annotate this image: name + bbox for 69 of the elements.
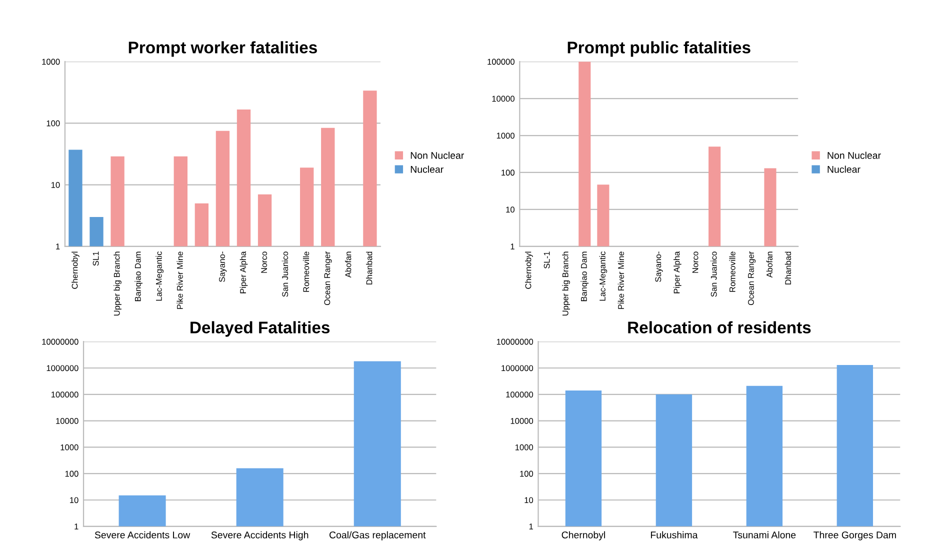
x-tick-label: Sayano- [219, 252, 227, 282]
x-tick-label: Three Gorges Dam [814, 531, 896, 540]
x-tick-label: Chernobyl [525, 252, 533, 289]
y-tick-label: 100000 [488, 58, 514, 65]
x-tick-label: Norco [261, 252, 268, 273]
y-tick-label: 100000 [506, 392, 534, 398]
chart-title: Delayed Fatalities [190, 321, 330, 337]
y-tick-label: 10 [51, 182, 60, 188]
y-tick-label: 10000 [56, 418, 78, 424]
x-tick-label: Severe Accidents Low [94, 531, 190, 538]
y-tick-label: 1000 [496, 132, 514, 139]
x-tick-label: Lac-Megantic [599, 251, 608, 301]
y-tick-label: 100 [65, 470, 78, 477]
y-tick-label: 100000 [51, 392, 78, 398]
y-tick-label: 1 [510, 244, 514, 250]
x-tick-label: Coal/Gas replacement [330, 531, 426, 540]
x-tick-label: Upper big Branch [114, 252, 122, 316]
y-tick-label: 10000 [510, 418, 534, 424]
x-tick-label: Banqiao Dam [134, 252, 142, 302]
y-tick-label: 10 [524, 497, 534, 504]
x-tick-label: Romeoville [302, 252, 310, 292]
x-tick-label: Banqiao Dam [580, 252, 589, 302]
y-tick-label: 10000 [492, 96, 514, 102]
x-tick-label: Tsunami Alone [733, 531, 796, 538]
y-tick-label: 1000000 [46, 365, 78, 372]
legend-label: Non Nuclear [828, 152, 881, 159]
x-tick-label: San Juanico [282, 252, 288, 297]
y-tick-label: 100 [46, 120, 60, 126]
y-tick-label: 1 [56, 244, 60, 250]
x-tick-label: Sayano- [655, 252, 663, 282]
x-tick-label: Ocean Ranger [748, 251, 756, 306]
y-tick-label: 10000000 [496, 338, 534, 345]
x-tick-label: Lac-Megantic [156, 251, 164, 301]
chart-title: Prompt public fatalities [568, 41, 750, 57]
x-tick-label: Fukushima [650, 531, 698, 538]
y-tick-label: 1000 [42, 58, 60, 65]
x-tick-label: Romeoville [729, 252, 736, 292]
x-tick-label: Severe Accidents High [211, 531, 308, 540]
legend-label: Non Nuclear [410, 152, 464, 159]
x-tick-label: SL-1 [544, 252, 550, 268]
x-tick-label: Ocean Ranger [324, 251, 332, 306]
x-tick-label: Piper Alpha [240, 251, 248, 294]
x-tick-label: Pike River Mine [176, 252, 183, 309]
x-tick-label: Chernobyl [562, 531, 605, 540]
x-tick-label: Piper Alpha [674, 251, 682, 294]
y-tick-label: 1 [74, 524, 78, 530]
y-tick-label: 100 [520, 470, 534, 477]
x-tick-label: Pike River Mine [618, 252, 624, 309]
x-tick-label: Dhanbad [366, 252, 372, 284]
x-tick-label: Dhanbad [784, 252, 792, 284]
legend-label: Nuclear [828, 166, 860, 173]
x-tick-label: Abofan [766, 252, 772, 278]
y-tick-label: 1000 [60, 444, 78, 450]
y-tick-label: 100 [502, 170, 514, 176]
x-tick-label: Upper big Branch [562, 252, 570, 316]
x-tick-label: Norco [692, 252, 698, 273]
x-tick-label: Chernobyl [72, 252, 80, 289]
x-tick-label: San Juanico [710, 252, 717, 297]
legend-label: Nuclear [410, 166, 444, 173]
y-tick-label: 1 [529, 524, 533, 530]
x-tick-label: SL1 [92, 252, 99, 266]
chart-title: Prompt worker fatalities [128, 41, 317, 57]
y-tick-label: 10 [506, 206, 514, 213]
y-tick-label: 1000 [515, 444, 534, 450]
chart-title: Relocation of residents [628, 321, 811, 334]
y-tick-label: 10 [70, 497, 78, 504]
y-tick-label: 10000000 [42, 338, 78, 345]
x-tick-label: Abofan [345, 252, 352, 278]
y-tick-label: 1000000 [502, 365, 534, 372]
